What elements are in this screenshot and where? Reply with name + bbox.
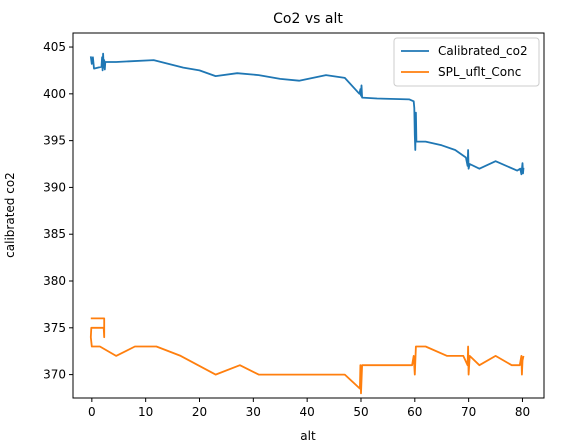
x-tick-label: 70	[461, 405, 476, 419]
y-axis: 370 375 380 385 390 395 400 405	[43, 40, 73, 382]
chart-title: Co2 vs alt	[273, 11, 343, 27]
legend: Calibrated_co2 SPL_uflt_Conc	[393, 37, 540, 87]
legend-label: SPL_uflt_Conc	[438, 65, 521, 79]
y-tick-label: 395	[43, 134, 66, 148]
legend-label: Calibrated_co2	[438, 44, 528, 58]
y-tick-label: 370	[43, 368, 66, 382]
x-tick-label: 10	[138, 405, 153, 419]
y-axis-label: calibrated co2	[3, 172, 17, 258]
y-tick-label: 380	[43, 274, 66, 288]
series-line-0	[89, 52, 525, 176]
x-tick-label: 50	[353, 405, 368, 419]
series-line-1	[89, 317, 525, 395]
x-tick-label: 60	[407, 405, 422, 419]
x-tick-label: 0	[88, 405, 96, 419]
y-tick-label: 390	[43, 180, 66, 194]
x-axis-label: alt	[300, 429, 316, 443]
x-tick-label: 80	[515, 405, 530, 419]
y-tick-label: 385	[43, 227, 66, 241]
x-tick-label: 40	[300, 405, 315, 419]
series-layer	[89, 52, 525, 395]
x-tick-label: 20	[192, 405, 207, 419]
y-tick-label: 375	[43, 321, 66, 335]
plot-area	[72, 32, 545, 399]
x-tick-label: 30	[246, 405, 261, 419]
x-axis: 0 10 20 30 40 50 60 70 80	[88, 398, 530, 419]
y-tick-label: 400	[43, 87, 66, 101]
y-tick-label: 405	[43, 40, 66, 54]
legend-box	[393, 37, 540, 87]
